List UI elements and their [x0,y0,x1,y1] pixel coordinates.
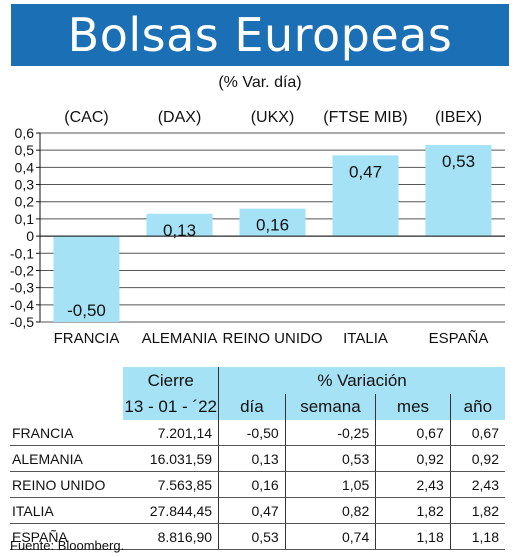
cierre-cell: 8.816,90 [123,523,219,550]
semana-cell: 0,82 [284,497,376,524]
cierre-cell: 7.201,14 [123,420,219,446]
cierre-cell: 7.563,85 [123,471,219,498]
y-tick-label: 0 [26,228,34,244]
index-label: (UKX) [251,109,295,126]
table-row: ITALIA 27.844,45 0,47 0,82 1,82 1,82 [10,497,505,524]
row-name: REINO UNIDO [10,471,124,498]
row-name: ESPAÑA [10,523,124,550]
semana-cell: 0,74 [284,523,376,550]
row-name: ALEMANIA [10,445,124,472]
category-label: ESPAÑA [429,330,489,347]
mes-cell: 0,67 [375,420,451,446]
y-tick-label: -0,5 [10,314,34,330]
bar [239,208,306,237]
group-cierre-header: Cierre [123,366,219,394]
y-tick-label: 0,4 [15,159,35,175]
bar [146,213,213,237]
bar-chart: 0,60,50,4 0,30,20,10-0,1-0,2 -0,3-0,4-0,5 -… [10,109,505,347]
data-label: -0,50 [67,301,106,320]
y-tick-label: -0,4 [10,297,34,313]
dia-cell: 0,53 [218,523,286,550]
bar [425,145,492,237]
index-label: (FTSE MIB) [323,109,407,126]
table-column-header: 13 - 01 - ´22 día semana mes año [10,394,505,420]
row-name: FRANCIA [10,420,124,446]
cierre-cell: 16.031,59 [123,445,219,472]
index-label: (DAX) [158,109,202,126]
dia-cell: -0,50 [218,420,286,446]
ano-cell: 1,82 [449,497,505,524]
data-label: 0,13 [163,221,196,240]
table-row: ALEMANIA 16.031,59 0,13 0,53 0,92 0,92 [10,445,505,472]
table-group-header: Cierre % Variación [10,366,505,394]
chart-subtitle: (% Var. día) [218,74,302,91]
ano-cell: 2,43 [449,471,505,498]
table-row: FRANCIA 7.201,14 -0,50 -0,25 0,67 0,67 [10,420,505,446]
y-tick-label: -0,2 [10,262,34,278]
mes-header: mes [375,394,451,420]
y-tick-label: 0,1 [15,211,35,227]
category-label: ITALIA [343,330,388,347]
market-table: Cierre % Variación 13 - 01 - ´22 día sem… [10,366,505,550]
date-header: 13 - 01 - ´22 [123,394,219,420]
data-label: 0,53 [442,152,475,171]
index-label: (IBEX) [435,109,482,126]
row-name: ITALIA [10,497,124,524]
data-label: 0,47 [349,162,382,181]
mes-cell: 0,92 [375,445,451,472]
bar [332,155,399,237]
dia-header: día [218,394,286,420]
semana-cell: 0,53 [284,445,376,472]
y-tick-label: 0,5 [15,142,35,158]
dia-cell: 0,47 [218,497,286,524]
semana-cell: 1,05 [284,471,376,498]
semana-cell: -0,25 [284,420,376,446]
dia-cell: 0,16 [218,471,286,498]
y-tick-label: 0,2 [15,194,35,210]
y-tick-label: 0,3 [15,177,35,193]
table-row: ESPAÑA 8.816,90 0,53 0,74 1,18 1,18 [10,523,505,550]
semana-header: semana [284,394,376,420]
title-banner: Bolsas Europeas [11,4,509,66]
group-variacion-header: % Variación [218,366,505,394]
table-row: REINO UNIDO 7.563,85 0,16 1,05 2,43 2,43 [10,471,505,498]
y-tick-label: -0,1 [10,245,34,261]
category-label: FRANCIA [54,330,120,347]
ano-cell: 0,67 [449,420,505,446]
ano-cell: 0,92 [449,445,505,472]
ano-cell: 1,18 [449,523,505,550]
index-label: (CAC) [64,109,108,126]
ano-header: año [449,394,505,420]
dia-cell: 0,13 [218,445,286,472]
bar [53,236,120,322]
mes-cell: 2,43 [375,471,451,498]
mes-cell: 1,18 [375,523,451,550]
y-tick-label: -0,3 [10,280,34,296]
cierre-cell: 27.844,45 [123,497,219,524]
y-tick-label: 0,6 [15,125,35,141]
category-label: ALEMANIA [142,330,218,347]
category-label: REINO UNIDO [222,330,322,347]
data-label: 0,16 [256,216,289,235]
mes-cell: 1,82 [375,497,451,524]
source-note: Fuente: Bloomberg. [10,538,125,553]
